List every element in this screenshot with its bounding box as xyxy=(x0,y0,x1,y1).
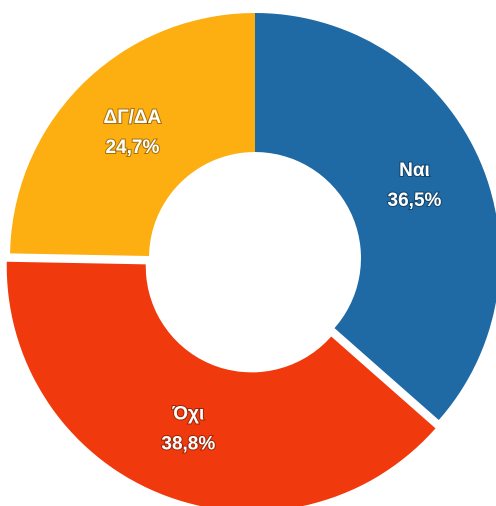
slice-category-label: Ναι xyxy=(399,160,430,181)
donut-slice xyxy=(255,13,496,421)
slice-value-label: 36,5% xyxy=(388,190,442,211)
slice-value-label: 38,8% xyxy=(161,434,215,455)
slice-value-label: 24,7% xyxy=(105,137,159,158)
slice-category-label: Όχι xyxy=(171,404,204,425)
slice-category-label: ΔΓ/ΔΑ xyxy=(104,107,162,128)
donut-slice xyxy=(6,261,436,506)
donut-slice xyxy=(10,13,256,257)
